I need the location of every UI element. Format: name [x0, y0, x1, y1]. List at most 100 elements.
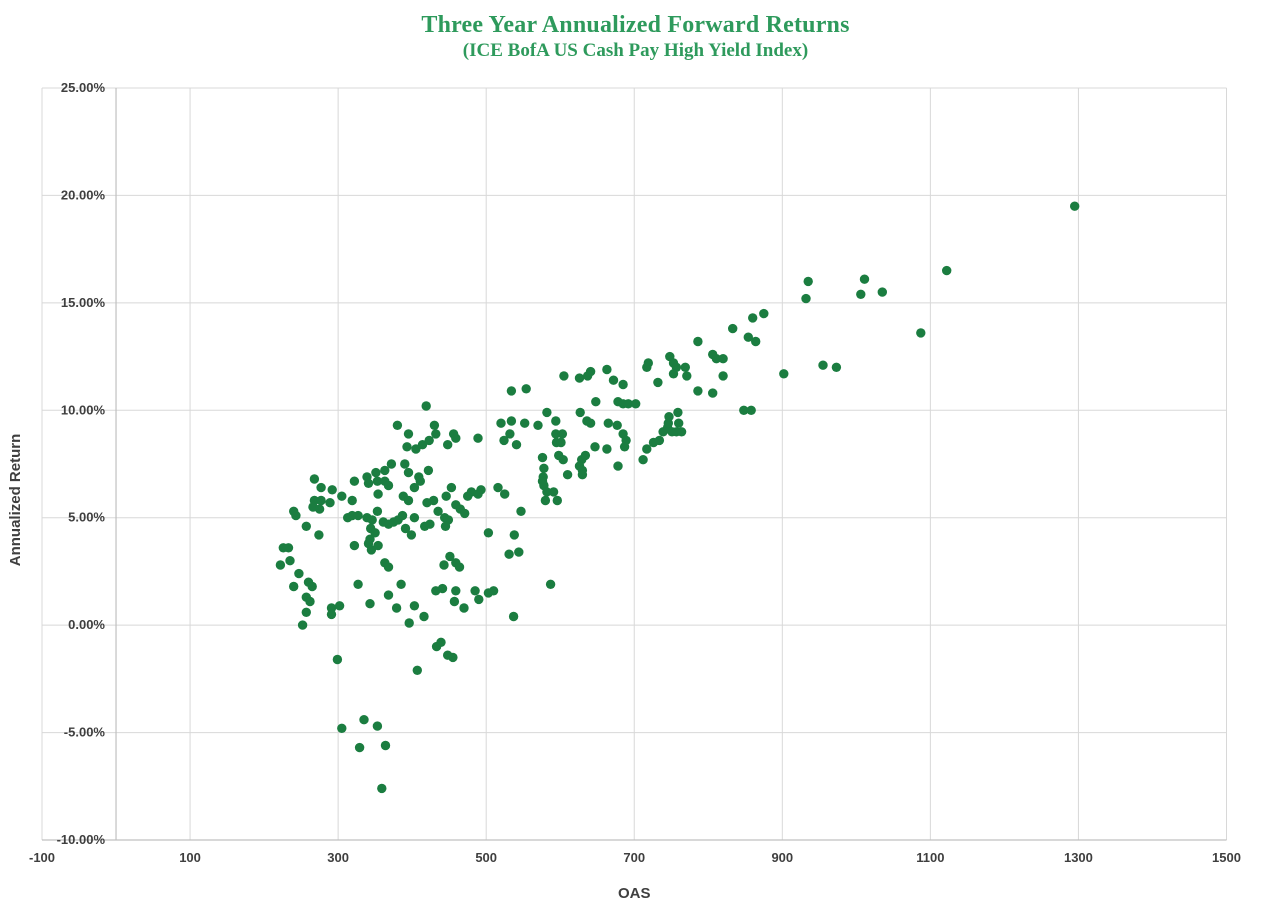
data-point — [577, 470, 588, 480]
data-point — [642, 444, 652, 454]
data-point — [612, 420, 622, 430]
data-point — [602, 364, 612, 375]
data-point — [551, 416, 561, 426]
data-point — [396, 579, 406, 589]
data-point — [668, 369, 679, 379]
data-point — [400, 523, 411, 534]
y-tick-label: 5.00% — [68, 510, 105, 525]
x-tick-label: 300 — [327, 850, 349, 865]
data-point — [473, 433, 483, 443]
data-point — [575, 407, 585, 418]
data-point — [585, 366, 596, 377]
data-point — [441, 491, 451, 501]
data-point — [449, 596, 460, 607]
data-point — [428, 495, 439, 506]
data-point — [424, 435, 434, 446]
data-point — [748, 313, 758, 323]
chart-title: Three Year Annualized Forward Returns — [421, 12, 850, 38]
data-point — [285, 556, 295, 566]
data-point — [325, 498, 335, 508]
data-point — [718, 371, 728, 381]
data-point — [451, 586, 461, 596]
data-point — [433, 506, 443, 516]
data-point — [711, 354, 722, 364]
data-point — [916, 328, 926, 338]
data-point — [693, 386, 703, 396]
data-point — [301, 607, 311, 617]
data-point — [402, 442, 412, 452]
data-point — [591, 397, 601, 407]
data-point — [437, 583, 448, 594]
x-tick-label: 700 — [623, 850, 645, 865]
data-point — [739, 405, 749, 415]
data-point — [327, 485, 337, 495]
data-point — [309, 474, 320, 484]
data-point — [590, 442, 600, 452]
data-point — [367, 515, 377, 525]
data-point — [451, 433, 461, 443]
data-point — [508, 611, 519, 622]
data-point — [582, 416, 592, 426]
data-point — [463, 491, 473, 501]
data-point — [446, 482, 457, 493]
data-point — [459, 603, 469, 613]
data-point — [419, 611, 429, 622]
y-tick-label: 0.00% — [68, 617, 105, 632]
data-point — [349, 476, 360, 486]
data-point — [412, 665, 422, 675]
data-point — [877, 287, 887, 297]
data-point — [301, 521, 311, 531]
x-tick-label: 500 — [475, 850, 497, 865]
data-point — [400, 459, 410, 469]
data-point — [439, 560, 449, 570]
data-point — [334, 601, 345, 611]
data-point — [403, 429, 414, 439]
data-point — [831, 362, 842, 372]
data-point — [383, 562, 394, 572]
data-point — [380, 740, 391, 751]
data-point — [383, 480, 394, 491]
data-point — [448, 652, 458, 663]
data-point — [406, 530, 417, 540]
data-point — [373, 489, 383, 499]
data-point — [676, 427, 687, 437]
data-point — [618, 379, 628, 390]
data-point — [353, 510, 363, 521]
data-point — [371, 467, 381, 478]
data-point — [751, 336, 761, 347]
data-point — [380, 465, 390, 476]
data-point — [421, 401, 431, 411]
data-point — [314, 530, 324, 540]
data-point — [409, 482, 420, 493]
x-tick-label: 900 — [771, 850, 793, 865]
data-point — [326, 609, 337, 620]
data-point — [415, 476, 425, 486]
data-point — [545, 579, 556, 589]
data-point — [460, 508, 470, 519]
data-point — [383, 590, 394, 600]
data-point — [548, 487, 559, 497]
data-point — [425, 519, 435, 529]
y-axis-title: Annualized Return — [7, 434, 24, 567]
data-point — [305, 596, 315, 607]
data-point — [680, 362, 690, 372]
data-point — [316, 482, 326, 493]
data-point — [372, 721, 383, 731]
y-tick-label: 20.00% — [61, 187, 106, 202]
data-point — [779, 369, 789, 379]
data-point — [493, 482, 503, 493]
data-point — [392, 420, 403, 430]
data-point — [474, 594, 484, 605]
x-tick-label: 1500 — [1212, 850, 1241, 865]
data-point — [516, 506, 526, 516]
data-point — [542, 487, 552, 497]
data-point — [504, 549, 514, 559]
data-point — [445, 551, 455, 562]
data-point — [307, 581, 317, 592]
data-point — [551, 429, 561, 439]
data-point — [337, 723, 347, 733]
x-tick-label: 1100 — [916, 850, 944, 865]
x-tick-label: 1300 — [1064, 850, 1093, 865]
data-point — [372, 476, 383, 486]
data-point — [332, 654, 343, 665]
